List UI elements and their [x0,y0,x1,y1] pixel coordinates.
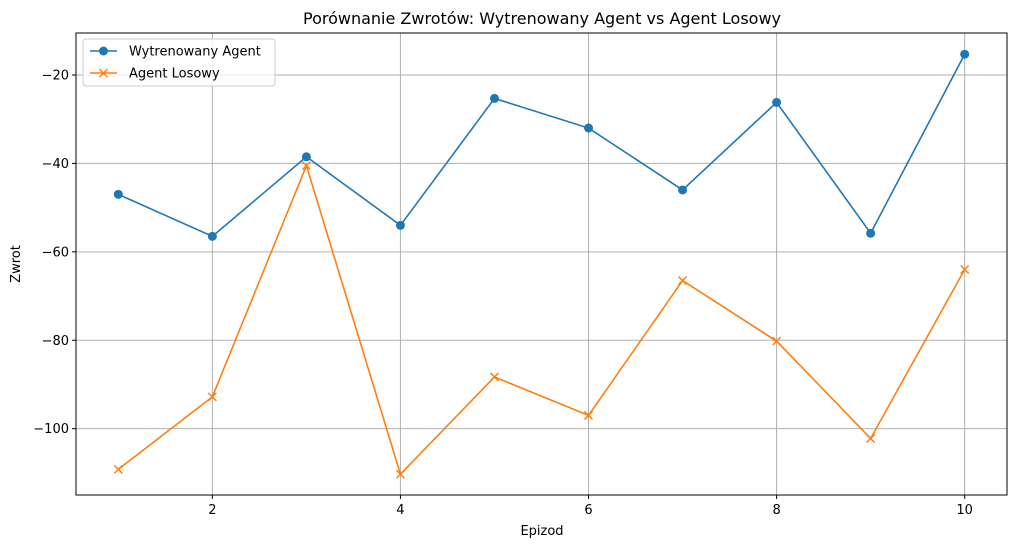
y-axis-label: Zwrot [9,245,24,283]
y-tick-label: −60 [42,245,69,260]
legend: Wytrenowany Agent Agent Losowy [82,38,276,87]
data-point [113,464,123,474]
data-point [207,392,217,402]
x-tick-label: 8 [772,503,780,518]
data-point [866,228,876,238]
legend-swatch-marker [98,68,109,78]
data-point [113,189,123,199]
data-point [678,185,688,195]
x-axis-label: Epizod [520,524,563,539]
legend-label: Agent Losowy [129,67,220,82]
data-point [207,231,217,241]
axis-ticks: 2 4 6 8 10 −100 −80 −60 −40 −20 [33,69,973,519]
data-point [772,97,782,107]
y-tick-label: −80 [42,334,69,349]
data-point [395,469,405,479]
data-point [960,49,970,59]
chart-title: Porównanie Zwrotów: Wytrenowany Agent vs… [303,9,781,28]
legend-box [82,38,276,87]
series-layer [113,49,970,479]
data-point [301,161,311,171]
series-line [117,163,966,476]
legend-entry: Agent Losowy [90,67,220,82]
data-point [489,93,499,103]
data-point [772,336,782,346]
data-point [584,123,594,133]
legend-label: Wytrenowany Agent [129,45,261,60]
data-point [678,276,688,286]
data-point [960,264,970,275]
data-point [583,410,594,420]
data-point [866,433,876,443]
y-tick-label: −40 [42,157,69,172]
data-point [301,152,311,162]
x-tick-label: 2 [208,503,216,518]
y-tick-label: −100 [33,422,69,437]
x-tick-label: 6 [584,503,592,518]
plot-frame [75,32,1008,496]
series-line [117,53,966,238]
x-tick-label: 4 [396,503,404,518]
data-point [489,372,500,382]
series-1 [113,49,970,241]
legend-entry: Wytrenowany Agent [90,45,261,60]
grid-lines [76,33,1007,495]
data-point [395,220,405,230]
series-2 [113,161,970,479]
legend-swatch-marker [99,46,108,56]
y-tick-label: −20 [42,69,69,84]
x-tick-label: 10 [956,503,973,518]
